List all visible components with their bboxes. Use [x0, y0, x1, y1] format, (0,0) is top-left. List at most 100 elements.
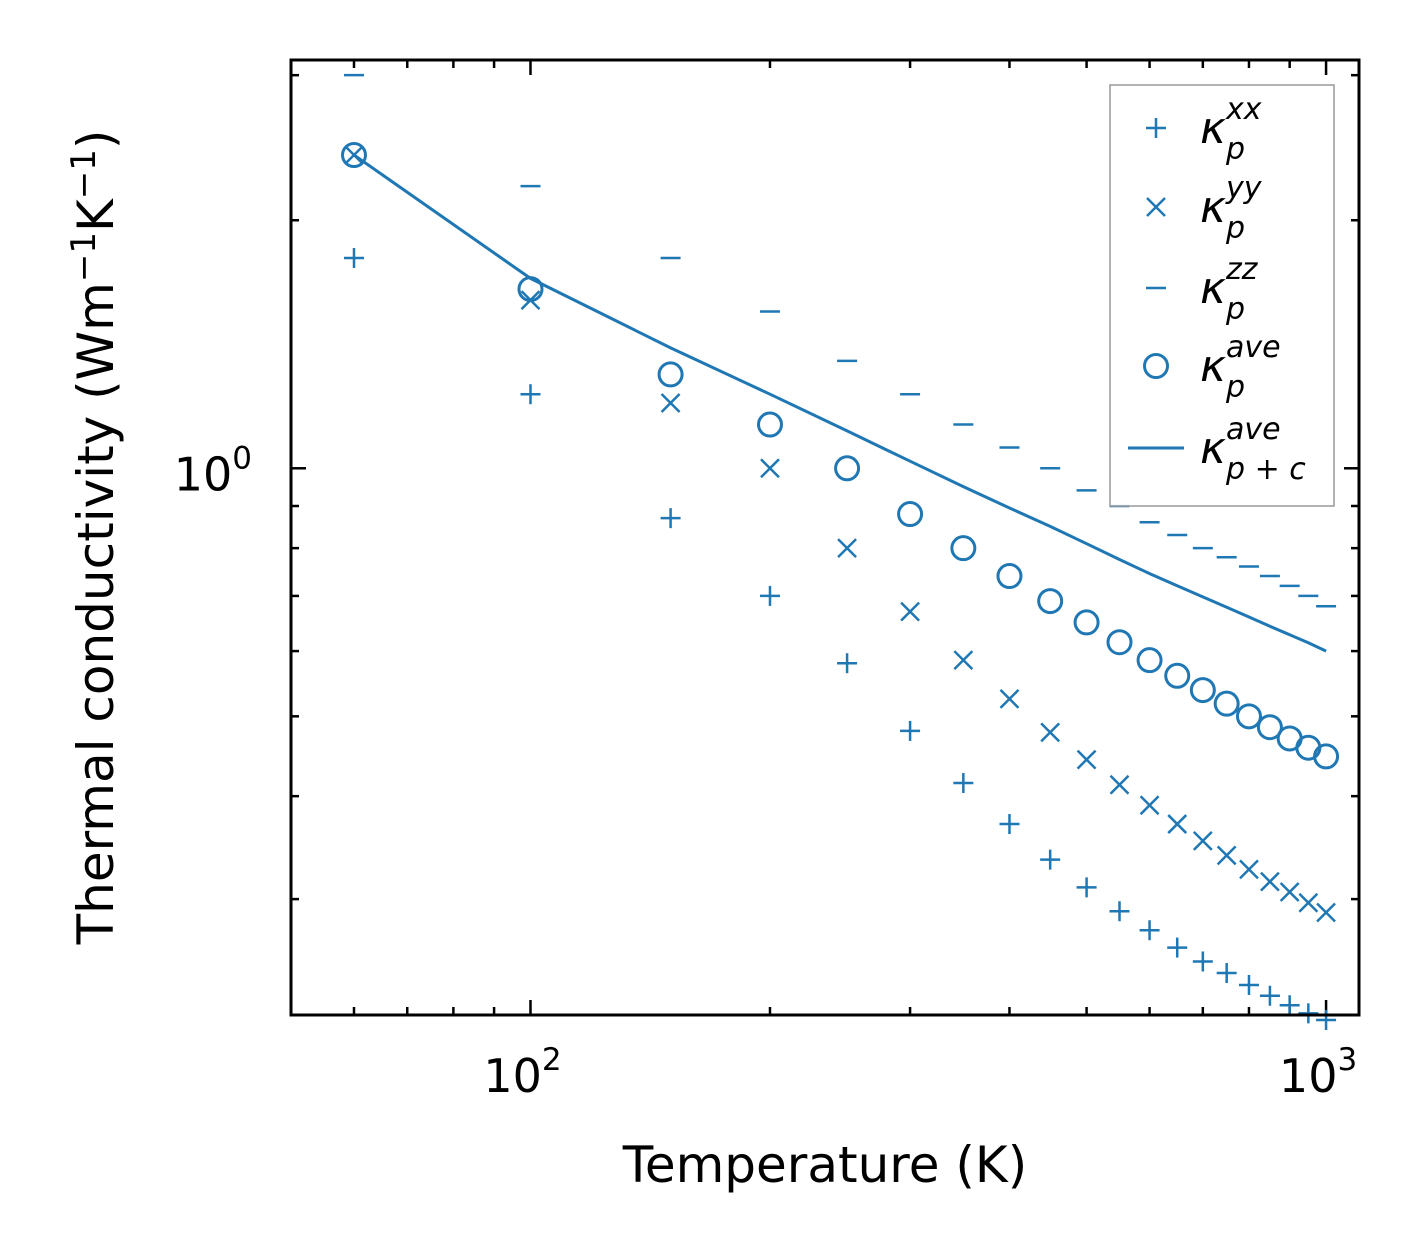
data-point--p-xx	[1316, 1009, 1337, 1030]
data-point--p-ave	[1189, 677, 1216, 704]
data-point--p-yy-b	[1167, 814, 1188, 834]
data-point--p-yy-b	[1216, 845, 1237, 866]
legend-label: κave p + c	[1200, 412, 1306, 487]
data-point--p-xx	[343, 247, 364, 268]
legend-entry--p-c-ave: κave p + c	[1128, 412, 1306, 487]
data-point--p-xx	[837, 653, 858, 674]
data-point--p-yy	[1216, 845, 1237, 866]
series--p-ave	[340, 142, 1340, 770]
y-axis-label: Thermal conductivity (Wm−1K−1)	[64, 130, 125, 946]
legend-frame	[1109, 84, 1335, 507]
series--p-c-ave	[353, 153, 1327, 653]
data-point--p-xx	[1216, 963, 1237, 984]
data-point--p-ave	[897, 501, 924, 528]
series--p-xx	[343, 247, 1337, 1030]
data-point--p-yy	[660, 393, 681, 413]
data-point--p-yy	[1109, 774, 1130, 795]
data-point--p-xx	[1139, 920, 1160, 941]
data-point--p-xx	[1279, 995, 1300, 1016]
data-point--p-ave	[834, 455, 861, 482]
data-point--p-yy	[1316, 902, 1336, 923]
data-point--p-yy-b	[953, 650, 974, 671]
data-point--p-ave	[996, 563, 1023, 590]
data-point--p-ave	[657, 361, 684, 388]
data-point--p-ave	[1313, 743, 1340, 770]
data-point--p-yy	[1076, 749, 1097, 770]
x-axis-label: Temperature (K)	[622, 1136, 1027, 1194]
data-point--p-yy-b	[760, 458, 780, 479]
legend-label: κxx p	[1200, 92, 1262, 167]
data-point--p-yy	[760, 458, 780, 479]
series-line--p-c-ave	[353, 153, 1327, 653]
data-point--p-xx	[1076, 877, 1097, 898]
data-point--p-yy-b	[1040, 722, 1061, 743]
legend-swatch-plus	[1146, 118, 1166, 138]
data-point--p-ave	[756, 411, 783, 438]
data-point--p-yy	[837, 538, 857, 559]
data-point--p-xx	[1040, 849, 1061, 870]
legend-swatch-circle	[1143, 353, 1169, 379]
data-point--p-xx	[953, 772, 974, 793]
data-point--p-ave	[1256, 714, 1283, 741]
legend-label: κzz p	[1200, 252, 1259, 327]
data-point--p-yy	[1239, 859, 1259, 880]
data-point--p-xx	[520, 384, 541, 405]
data-point--p-xx	[1298, 1003, 1319, 1024]
data-point--p-yy-b	[1298, 892, 1319, 913]
legend-entry--p-zz: κzz p	[1146, 252, 1259, 327]
data-point--p-ave	[1164, 662, 1191, 689]
data-point--p-ave	[1136, 647, 1163, 674]
data-point--p-yy	[1298, 892, 1319, 913]
data-point--p-xx	[900, 720, 921, 741]
x-tick-label: 102	[483, 1042, 561, 1103]
data-point--p-yy-b	[837, 538, 857, 559]
data-point--p-xx	[1109, 901, 1130, 922]
plot-frame	[289, 58, 1361, 1017]
data-point--p-xx	[1238, 974, 1259, 995]
data-point--p-ave	[340, 142, 367, 169]
data-point--p-yy	[1139, 795, 1160, 816]
data-point--p-ave	[1213, 690, 1240, 717]
data-point--p-yy	[1192, 831, 1213, 851]
data-point--p-yy-b	[999, 688, 1020, 709]
data-point--p-yy	[1260, 871, 1280, 892]
data-point--p-ave	[1037, 588, 1064, 615]
x-tick-label: 103	[1279, 1042, 1357, 1103]
y-tick-label: 100	[174, 440, 252, 501]
legend-label: κave p	[1200, 330, 1281, 405]
data-point--p-yy-b	[900, 601, 920, 622]
data-point--p-yy	[900, 601, 920, 622]
data-point--p-ave	[1073, 609, 1100, 636]
data-point--p-yy-b	[1239, 859, 1259, 880]
data-point--p-yy-b	[1076, 749, 1097, 770]
data-point--p-xx	[999, 814, 1020, 835]
data-point--p-xx	[759, 585, 780, 606]
legend-entry--p-yy: κyy p	[1146, 171, 1263, 246]
data-point--p-yy	[1040, 722, 1061, 743]
tick-labels: 102 103 100	[174, 440, 1357, 1103]
legend-entry--p-ave: κave p	[1143, 330, 1281, 405]
data-point--p-xx	[1259, 985, 1280, 1006]
data-point--p-yy-b	[1279, 882, 1300, 902]
data-point--p-yy	[953, 650, 974, 671]
data-point--p-yy-b	[660, 393, 681, 413]
data-point--p-yy-b	[1192, 831, 1213, 851]
data-point--p-yy-b	[1260, 871, 1280, 892]
legend-swatch-x	[1146, 197, 1166, 217]
data-point--p-ave	[950, 535, 977, 562]
plot-area	[340, 73, 1340, 1030]
legend-entry--p-xx: κxx p	[1146, 92, 1262, 167]
data-point--p-yy-b	[1139, 795, 1160, 816]
series--p-yy	[344, 145, 1336, 923]
legend-swatch-x-b	[1146, 197, 1166, 217]
data-point--p-yy-b	[1316, 902, 1336, 923]
legend-label: κyy p	[1200, 171, 1263, 246]
data-point--p-ave	[1235, 703, 1262, 730]
data-point--p-yy	[999, 688, 1020, 709]
data-point--p-xx	[1192, 951, 1213, 972]
data-point--p-xx	[660, 508, 681, 529]
data-point--p-yy-b	[1109, 774, 1130, 795]
data-point--p-xx	[1167, 937, 1188, 958]
